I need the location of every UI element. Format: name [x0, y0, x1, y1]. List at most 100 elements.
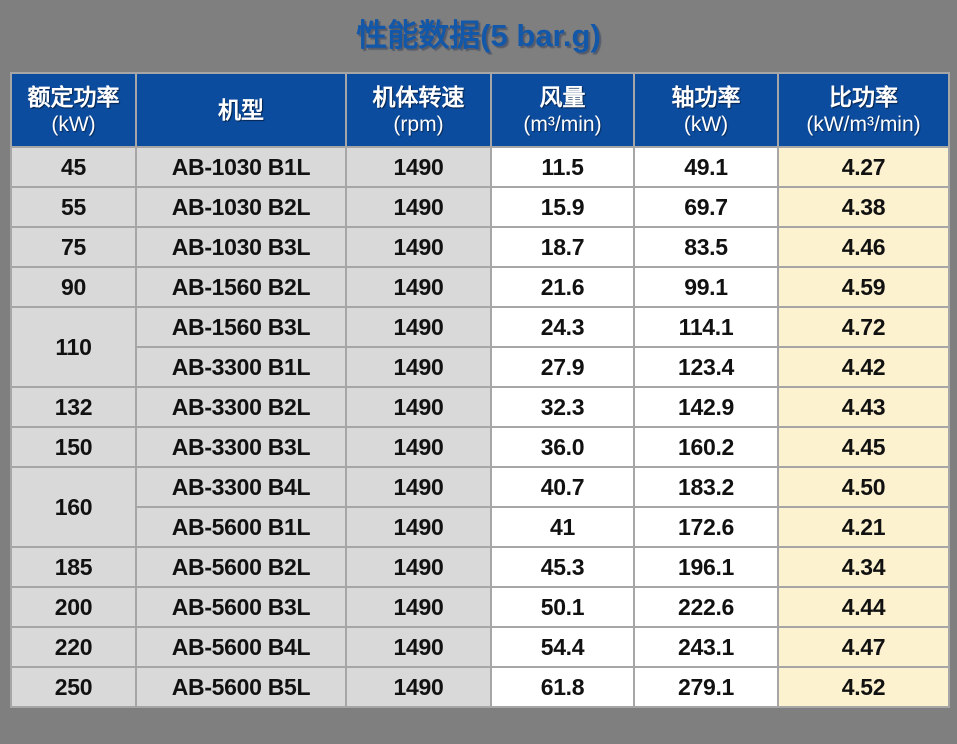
airflow-cell: 15.9: [490, 186, 635, 228]
shaft-power-cell: 99.1: [633, 266, 779, 308]
page-title: 性能数据(5 bar.g): [356, 18, 601, 53]
model-cell: AB-5600 B1L: [135, 506, 347, 548]
table-row: 220 AB-5600 B4L 1490 54.4 243.1 4.47: [10, 626, 950, 668]
speed-cell: 1490: [345, 266, 492, 308]
header-specific-power: 比功率 (kW/m³/min): [777, 72, 950, 148]
airflow-cell: 36.0: [490, 426, 635, 468]
specific-power-cell: 4.34: [777, 546, 950, 588]
shaft-power-cell: 83.5: [633, 226, 779, 268]
header-airflow: 风量 (m³/min): [490, 72, 635, 148]
model-cell: AB-3300 B3L: [135, 426, 347, 468]
table-row: 75 AB-1030 B3L 1490 18.7 83.5 4.46: [10, 226, 950, 268]
shaft-power-cell: 196.1: [633, 546, 779, 588]
rated-power-cell: 90: [10, 266, 137, 308]
model-cell: AB-5600 B4L: [135, 626, 347, 668]
rated-power-cell-merged: 160: [10, 466, 137, 548]
speed-cell: 1490: [345, 186, 492, 228]
speed-cell: 1490: [345, 666, 492, 708]
header-airflow-label: 风量: [539, 84, 586, 111]
model-cell: AB-3300 B4L: [135, 466, 347, 508]
specific-power-cell: 4.72: [777, 306, 950, 348]
specific-power-cell: 4.59: [777, 266, 950, 308]
table-row: 160 AB-3300 B4L 1490 40.7 183.2 4.50: [10, 466, 950, 548]
speed-cell: 1490: [345, 386, 492, 428]
airflow-cell: 54.4: [490, 626, 635, 668]
header-speed: 机体转速 (rpm): [345, 72, 492, 148]
airflow-cell: 24.3: [490, 306, 635, 348]
airflow-cell: 41: [490, 506, 635, 548]
header-speed-label: 机体转速: [372, 84, 465, 111]
speed-cell: 1490: [345, 586, 492, 628]
table-row: 250 AB-5600 B5L 1490 61.8 279.1 4.52: [10, 666, 950, 708]
header-specific-power-unit: (kW/m³/min): [806, 112, 921, 136]
model-cell: AB-1030 B3L: [135, 226, 347, 268]
shaft-power-cell: 114.1: [633, 306, 779, 348]
rated-power-cell: 55: [10, 186, 137, 228]
specific-power-cell: 4.42: [777, 346, 950, 388]
airflow-cell: 11.5: [490, 146, 635, 188]
model-cell: AB-3300 B1L: [135, 346, 347, 388]
model-cell: AB-1030 B2L: [135, 186, 347, 228]
specific-power-cell: 4.50: [777, 466, 950, 508]
speed-cell: 1490: [345, 226, 492, 268]
airflow-cell: 32.3: [490, 386, 635, 428]
shaft-power-cell: 172.6: [633, 506, 779, 548]
airflow-cell: 21.6: [490, 266, 635, 308]
header-shaft-power-unit: (kW): [683, 112, 729, 136]
shaft-power-cell: 49.1: [633, 146, 779, 188]
specific-power-cell: 4.47: [777, 626, 950, 668]
speed-cell: 1490: [345, 466, 492, 508]
table-row: 200 AB-5600 B3L 1490 50.1 222.6 4.44: [10, 586, 950, 628]
table-row: 45 AB-1030 B1L 1490 11.5 49.1 4.27: [10, 146, 950, 188]
specific-power-cell: 4.52: [777, 666, 950, 708]
header-rated-power: 额定功率 (kW): [10, 72, 137, 148]
table-row: 150 AB-3300 B3L 1490 36.0 160.2 4.45: [10, 426, 950, 468]
model-cell: AB-1030 B1L: [135, 146, 347, 188]
rated-power-cell: 200: [10, 586, 137, 628]
specific-power-cell: 4.27: [777, 146, 950, 188]
shaft-power-cell: 243.1: [633, 626, 779, 668]
rated-power-cell: 220: [10, 626, 137, 668]
speed-cell: 1490: [345, 546, 492, 588]
airflow-cell: 40.7: [490, 466, 635, 508]
table-row: AB-3300 B1L 1490 27.9 123.4 4.42: [11, 346, 950, 388]
header-rated-power-unit: (kW): [51, 112, 96, 136]
model-cell: AB-5600 B2L: [135, 546, 347, 588]
header-rated-power-label: 额定功率: [27, 84, 120, 111]
specific-power-cell: 4.43: [777, 386, 950, 428]
specific-power-cell: 4.46: [777, 226, 950, 268]
shaft-power-cell: 183.2: [633, 466, 779, 508]
header-model-label: 机型: [218, 96, 264, 123]
rated-power-cell: 132: [10, 386, 137, 428]
header-airflow-unit: (m³/min): [523, 112, 602, 136]
airflow-cell: 27.9: [490, 346, 635, 388]
header-specific-power-label: 比功率: [829, 84, 898, 111]
header-speed-unit: (rpm): [393, 112, 444, 136]
speed-cell: 1490: [345, 506, 492, 548]
rated-power-cell: 185: [10, 546, 137, 588]
speed-cell: 1490: [345, 306, 492, 348]
rated-power-cell: 150: [10, 426, 137, 468]
model-cell: AB-1560 B2L: [135, 266, 347, 308]
rated-power-cell: 45: [10, 146, 137, 188]
table-row: 110 AB-1560 B3L 1490 24.3 114.1 4.72: [10, 306, 950, 388]
header-model: 机型: [135, 72, 347, 148]
table-row: 55 AB-1030 B2L 1490 15.9 69.7 4.38: [10, 186, 950, 228]
table-row: 132 AB-3300 B2L 1490 32.3 142.9 4.43: [10, 386, 950, 428]
table-header-row: 额定功率 (kW) 机型 机体转速 (rpm) 风量 (m³/min) 轴功率 …: [10, 72, 950, 148]
model-cell: AB-1560 B3L: [135, 306, 347, 348]
rated-power-cell-merged: 110: [10, 306, 137, 388]
specific-power-cell: 4.45: [777, 426, 950, 468]
shaft-power-cell: 69.7: [633, 186, 779, 228]
airflow-cell: 18.7: [490, 226, 635, 268]
speed-cell: 1490: [345, 146, 492, 188]
airflow-cell: 45.3: [490, 546, 635, 588]
specific-power-cell: 4.21: [777, 506, 950, 548]
shaft-power-cell: 142.9: [633, 386, 779, 428]
rated-power-cell: 75: [10, 226, 137, 268]
shaft-power-cell: 160.2: [633, 426, 779, 468]
shaft-power-cell: 123.4: [633, 346, 779, 388]
header-shaft-power-label: 轴功率: [671, 84, 741, 111]
rated-power-cell: 250: [10, 666, 137, 708]
